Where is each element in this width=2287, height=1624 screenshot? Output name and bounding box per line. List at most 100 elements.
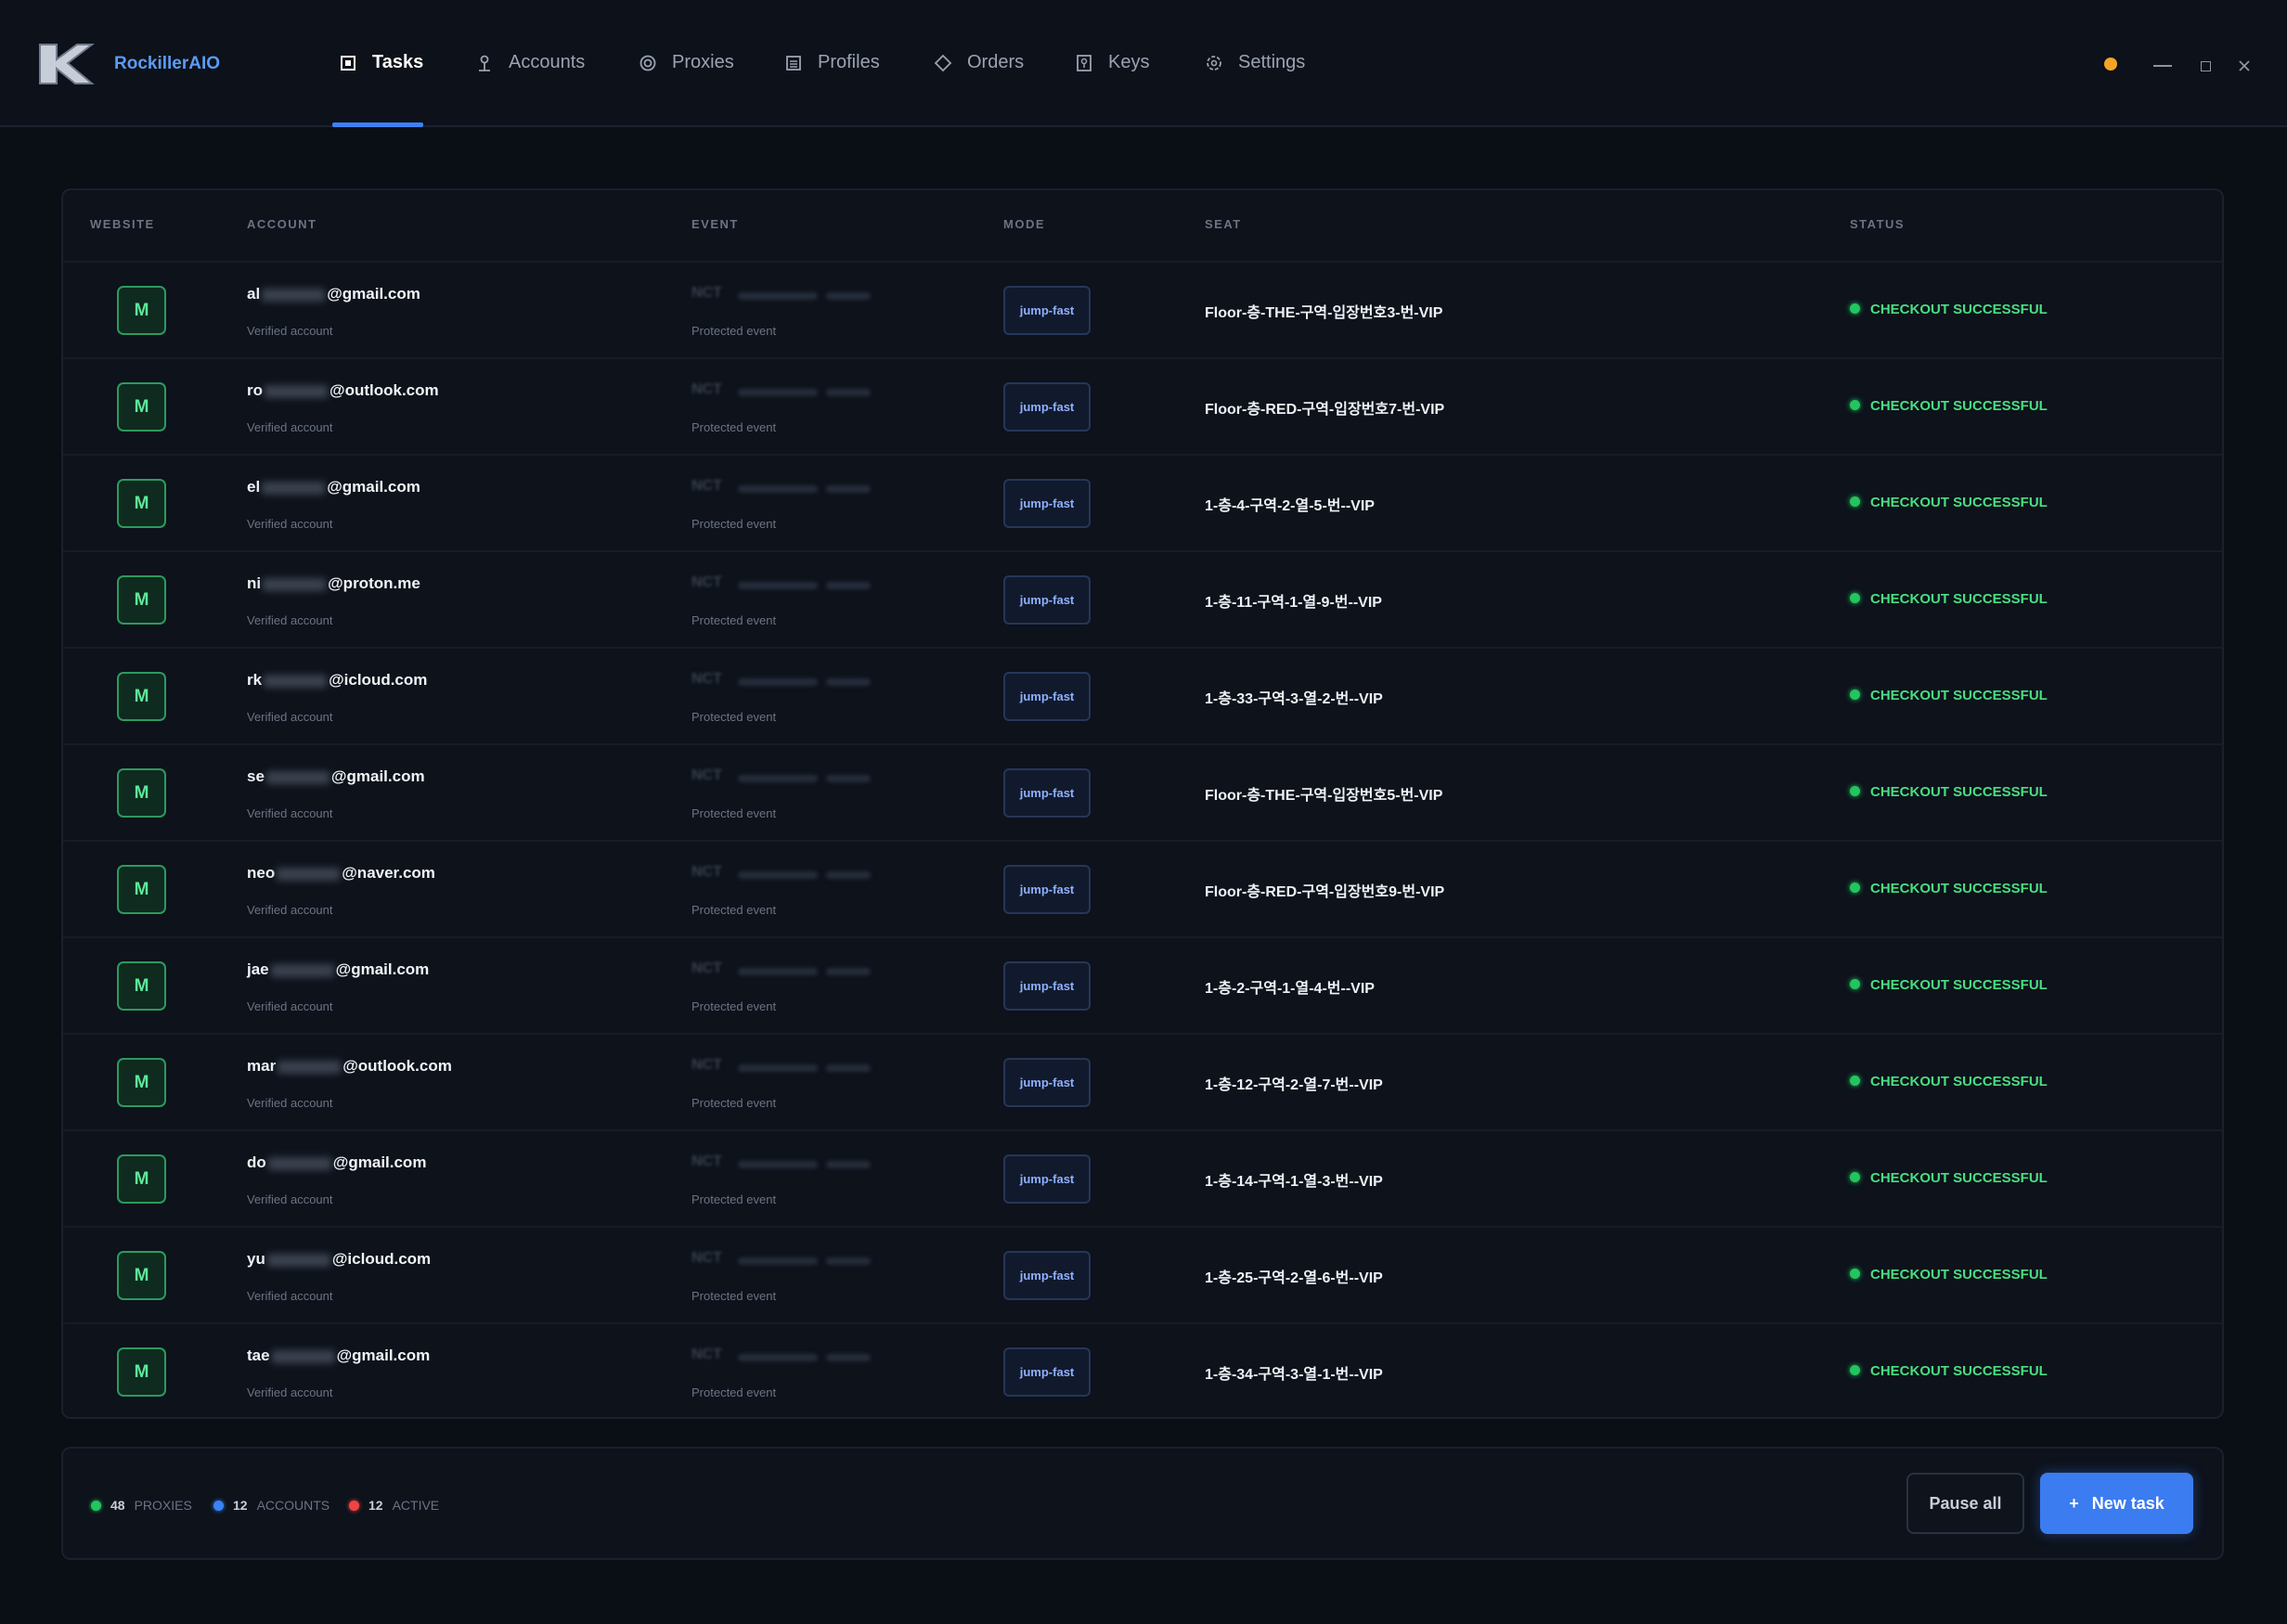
- account-note: Verified account: [247, 420, 333, 434]
- redacted: [738, 292, 818, 300]
- redacted: [826, 292, 871, 300]
- status: CHECKOUT SUCCESSFUL: [1870, 302, 2048, 317]
- new-task-button[interactable]: + New task: [2040, 1473, 2193, 1534]
- mode-badge: jump-fast: [1003, 1251, 1091, 1300]
- seat: Floor-층-RED-구역-입장번호7-번-VIP: [1205, 402, 1445, 418]
- nav-tab[interactable]: Proxies: [639, 52, 734, 73]
- nav-tab[interactable]: Tasks: [339, 52, 423, 73]
- status-dot: [1850, 303, 1860, 314]
- event-name: NCT: [691, 1057, 722, 1073]
- event-note: Protected event: [691, 517, 777, 531]
- minimize-button[interactable]: [2153, 65, 2172, 67]
- redacted: [262, 288, 326, 302]
- nav-label: Tasks: [372, 52, 424, 72]
- seat: 1-층-4-구역-2-열-5-번--VIP: [1205, 498, 1375, 514]
- nav-tab[interactable]: Settings: [1205, 52, 1305, 73]
- account-note: Verified account: [247, 806, 333, 820]
- mode-badge: jump-fast: [1003, 1347, 1091, 1397]
- account-prefix: se: [247, 767, 265, 785]
- event-note: Protected event: [691, 1386, 777, 1399]
- redacted: [278, 1060, 342, 1074]
- pause-all-button[interactable]: Pause all: [1906, 1473, 2024, 1534]
- redacted: [826, 871, 871, 879]
- redacted: [277, 867, 341, 881]
- event-note: Protected event: [691, 999, 777, 1013]
- event-note: Protected event: [691, 903, 777, 917]
- seat: 1-층-14-구역-1-열-3-번--VIP: [1205, 1174, 1383, 1190]
- stat-dot: [213, 1500, 224, 1511]
- status: CHECKOUT SUCCESSFUL: [1870, 977, 2048, 993]
- account-domain: @gmail.com: [332, 1154, 427, 1171]
- stat-dot: [349, 1500, 359, 1511]
- status: CHECKOUT SUCCESSFUL: [1870, 688, 2048, 703]
- maximize-button[interactable]: [2201, 61, 2211, 71]
- nav-tab[interactable]: Orders: [934, 52, 1024, 73]
- nav-icon: [479, 55, 490, 71]
- status: CHECKOUT SUCCESSFUL: [1870, 1170, 2048, 1186]
- column-header: EVENT: [691, 217, 739, 231]
- redacted: [826, 968, 871, 975]
- status-dot: [1850, 1269, 1860, 1279]
- redacted: [267, 1156, 331, 1170]
- stat-value: 48: [110, 1498, 125, 1513]
- status: CHECKOUT SUCCESSFUL: [1870, 881, 2048, 896]
- redacted: [738, 1064, 818, 1072]
- redacted: [826, 1161, 871, 1168]
- event-note: Protected event: [691, 710, 777, 724]
- footer-stat: 48 PROXIES: [91, 1498, 192, 1513]
- footer-stat: 12 ACCOUNTS: [213, 1498, 329, 1513]
- account-email: rk @icloud.com: [247, 671, 427, 690]
- event-name: NCT: [691, 1250, 722, 1266]
- mode-badge: jump-fast: [1003, 961, 1091, 1011]
- seat: 1-층-11-구역-1-열-9-번--VIP: [1205, 595, 1382, 611]
- mode-badge: jump-fast: [1003, 575, 1091, 625]
- redacted: [738, 1354, 818, 1361]
- nav-tab[interactable]: Keys: [1075, 52, 1149, 73]
- redacted: [738, 1161, 818, 1168]
- account-email: yu @icloud.com: [247, 1250, 431, 1269]
- stat-label: PROXIES: [134, 1498, 192, 1513]
- redacted: [826, 678, 871, 686]
- mode-badge: jump-fast: [1003, 382, 1091, 432]
- nav-icon: [341, 55, 355, 71]
- new-task-label: New task: [2091, 1493, 2164, 1513]
- column-header: ACCOUNT: [247, 217, 317, 231]
- account-prefix: do: [247, 1154, 266, 1171]
- account-domain: @naver.com: [342, 864, 435, 882]
- event-name: NCT: [691, 1347, 722, 1362]
- nav-icon: [1077, 54, 1092, 71]
- account-note: Verified account: [247, 1096, 333, 1110]
- website-badge: M: [117, 961, 166, 1011]
- nav-icon: [934, 54, 952, 71]
- stat-value: 12: [233, 1498, 248, 1513]
- nav-tab[interactable]: Accounts: [475, 52, 585, 73]
- status-dot: [1850, 496, 1860, 507]
- status-dot: [1850, 1365, 1860, 1375]
- status: CHECKOUT SUCCESSFUL: [1870, 1074, 2048, 1089]
- account-email: mar @outlook.com: [247, 1057, 452, 1076]
- account-prefix: ni: [247, 574, 262, 592]
- account-note: Verified account: [247, 613, 333, 627]
- account-domain: @gmail.com: [335, 960, 430, 978]
- stat-label: ACTIVE: [392, 1498, 440, 1513]
- event-name: NCT: [691, 285, 722, 301]
- status-dot: [1850, 400, 1860, 410]
- website-badge: M: [117, 865, 166, 914]
- status: CHECKOUT SUCCESSFUL: [1870, 1363, 2048, 1379]
- nav-tab[interactable]: Profiles: [784, 52, 880, 73]
- event-name: NCT: [691, 671, 722, 687]
- seat: 1-층-33-구역-3-열-2-번--VIP: [1205, 691, 1383, 707]
- account-domain: @gmail.com: [336, 1347, 431, 1364]
- status: CHECKOUT SUCCESSFUL: [1870, 398, 2048, 414]
- account-prefix: mar: [247, 1057, 277, 1075]
- close-button[interactable]: [2238, 59, 2251, 72]
- event-note: Protected event: [691, 324, 777, 338]
- account-note: Verified account: [247, 999, 333, 1013]
